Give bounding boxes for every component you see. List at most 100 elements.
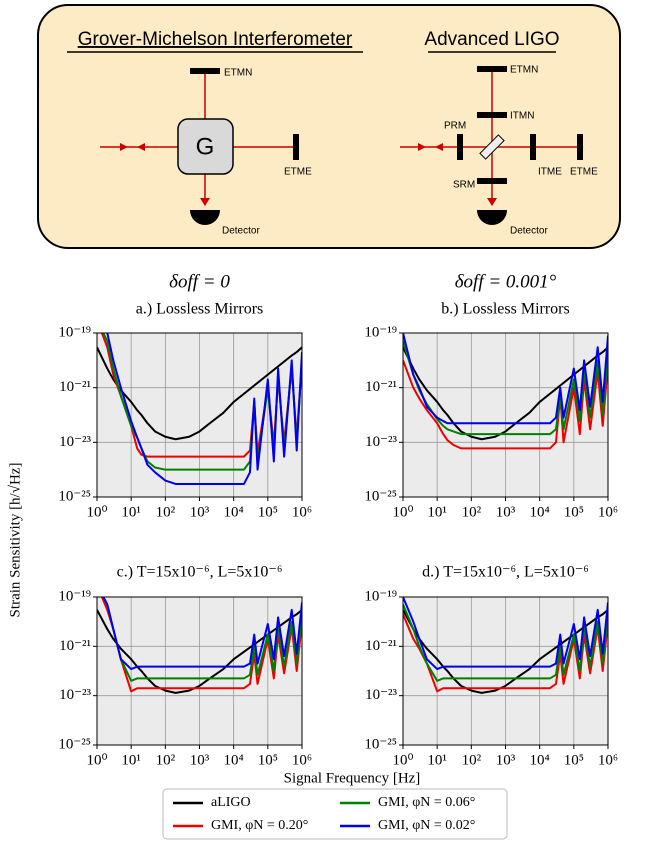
arrow bbox=[418, 143, 426, 151]
x-tick-label: 10⁶ bbox=[292, 504, 312, 520]
mirror bbox=[293, 134, 299, 160]
x-tick-label: 10⁴ bbox=[224, 504, 244, 520]
x-tick-label: 10⁵ bbox=[564, 504, 584, 520]
x-tick-label: 10¹ bbox=[121, 504, 141, 520]
y-tick-label: 10⁻²⁵ bbox=[364, 488, 397, 504]
x-tick-label: 10⁴ bbox=[224, 752, 244, 768]
chart-title: δoff = 0.001° bbox=[455, 271, 557, 292]
y-tick-label: 10⁻¹⁹ bbox=[364, 324, 397, 340]
arrow bbox=[120, 143, 128, 151]
arrow bbox=[200, 198, 210, 206]
mirror bbox=[457, 134, 463, 160]
label: G bbox=[196, 133, 215, 160]
chart-title: δoff = 0 bbox=[169, 271, 230, 292]
diagram: Grover-Michelson Interferometer Advanced… bbox=[37, 4, 621, 249]
series-line bbox=[106, 333, 302, 485]
label: Detector bbox=[510, 226, 548, 237]
legend-label: aLIGO bbox=[211, 795, 251, 810]
y-tick-label: 10⁻¹⁹ bbox=[58, 324, 91, 340]
g-box bbox=[177, 118, 234, 175]
x-tick-label: 10⁴ bbox=[530, 752, 550, 768]
mirror bbox=[190, 68, 220, 74]
x-tick-label: 10⁵ bbox=[564, 752, 584, 768]
y-tick-label: 10⁻²³ bbox=[59, 687, 91, 703]
series-line bbox=[97, 346, 302, 441]
series-line bbox=[403, 333, 608, 425]
diagram-box bbox=[37, 4, 621, 249]
arrow bbox=[137, 143, 145, 151]
label: SRM bbox=[453, 180, 475, 191]
x-tick-label: 10² bbox=[462, 752, 482, 768]
x-tick-label: 10³ bbox=[190, 752, 210, 768]
x-tick-label: 10⁰ bbox=[392, 504, 413, 520]
plot-frame bbox=[96, 332, 303, 498]
chart-title: d.) T=15x10⁻⁶, L=5x10⁻⁶ bbox=[422, 564, 589, 581]
chart-subtitle: a.) Lossless Mirrors bbox=[136, 301, 264, 318]
x-tick-label: 10⁵ bbox=[258, 752, 278, 768]
legend-label: GMI, φN = 0.06° bbox=[378, 795, 475, 810]
chart-title: c.) T=15x10⁻⁶, L=5x10⁻⁶ bbox=[117, 564, 283, 581]
legend-label: GMI, φN = 0.20° bbox=[211, 818, 308, 833]
series-line bbox=[102, 597, 302, 682]
x-tick-label: 10⁶ bbox=[598, 504, 618, 520]
x-tick-label: 10² bbox=[156, 752, 176, 768]
x-tick-label: 10¹ bbox=[427, 752, 447, 768]
y-tick-label: 10⁻²⁵ bbox=[364, 736, 397, 752]
chart-subtitle: b.) Lossless Mirrors bbox=[441, 301, 569, 318]
mirror bbox=[477, 178, 507, 184]
label: ITMN bbox=[510, 111, 534, 122]
y-axis-label: Strain Sensitivity [h/√Hz] bbox=[7, 463, 23, 618]
mirror bbox=[530, 134, 536, 160]
x-tick-label: 10³ bbox=[496, 504, 516, 520]
beam-splitter bbox=[479, 134, 505, 160]
label: ITME bbox=[538, 167, 562, 178]
x-tick-label: 10⁰ bbox=[392, 752, 413, 768]
plot-lines bbox=[403, 333, 608, 450]
x-tick-label: 10³ bbox=[190, 504, 210, 520]
label: Detector bbox=[222, 226, 260, 237]
series-line bbox=[403, 597, 608, 671]
y-tick-label: 10⁻²¹ bbox=[59, 638, 91, 654]
mirror bbox=[477, 66, 507, 72]
x-tick-label: 10⁶ bbox=[292, 752, 312, 768]
y-tick-label: 10⁻²³ bbox=[365, 434, 397, 450]
series-line bbox=[403, 604, 608, 682]
label: ETME bbox=[570, 167, 598, 178]
plot-frame bbox=[402, 332, 609, 498]
arrow bbox=[487, 198, 497, 206]
label: PRM bbox=[444, 121, 466, 132]
series-line bbox=[102, 597, 302, 671]
y-tick-label: 10⁻²⁵ bbox=[58, 488, 91, 504]
y-tick-label: 10⁻²³ bbox=[59, 434, 91, 450]
x-tick-label: 10¹ bbox=[427, 504, 447, 520]
legend-label: GMI, φN = 0.02° bbox=[378, 818, 475, 833]
y-tick-label: 10⁻¹⁹ bbox=[364, 588, 397, 604]
x-tick-label: 10⁵ bbox=[258, 504, 278, 520]
mirror bbox=[477, 112, 507, 118]
x-tick-label: 10⁶ bbox=[598, 752, 618, 768]
x-tick-label: 10⁰ bbox=[86, 752, 107, 768]
y-tick-label: 10⁻²¹ bbox=[365, 379, 397, 395]
x-tick-label: 10² bbox=[462, 504, 482, 520]
y-tick-label: 10⁻²¹ bbox=[365, 638, 397, 654]
x-tick-label: 10¹ bbox=[121, 752, 141, 768]
y-tick-label: 10⁻²⁵ bbox=[58, 736, 91, 752]
plot-frame bbox=[96, 596, 303, 746]
label: ETMN bbox=[224, 68, 252, 79]
x-tick-label: 10³ bbox=[496, 752, 516, 768]
x-tick-label: 10⁴ bbox=[530, 504, 550, 520]
label: ETME bbox=[284, 167, 312, 178]
detector bbox=[190, 210, 220, 225]
legend-box bbox=[162, 788, 508, 840]
arrow bbox=[435, 143, 443, 151]
plot-lines bbox=[97, 597, 302, 694]
y-tick-label: 10⁻²³ bbox=[365, 687, 397, 703]
x-axis-label: Signal Frequency [Hz] bbox=[284, 770, 421, 786]
plot-lines bbox=[403, 597, 608, 694]
y-tick-label: 10⁻¹⁹ bbox=[58, 588, 91, 604]
plot-frame bbox=[402, 596, 609, 746]
detector bbox=[477, 210, 507, 225]
right-title: Advanced LIGO bbox=[424, 29, 559, 50]
